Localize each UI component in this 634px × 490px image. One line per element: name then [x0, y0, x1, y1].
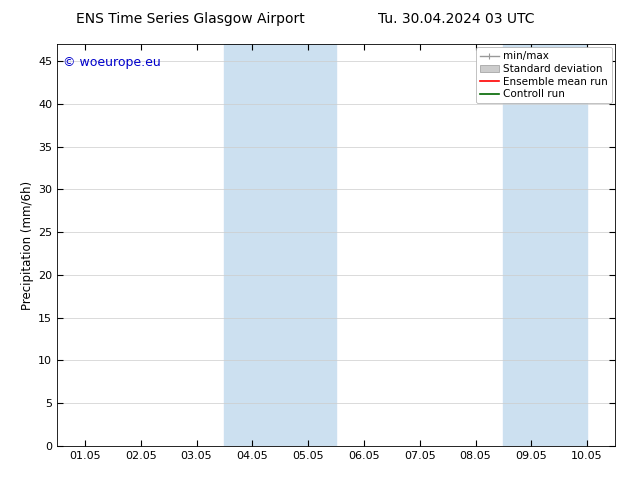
Legend: min/max, Standard deviation, Ensemble mean run, Controll run: min/max, Standard deviation, Ensemble me…: [476, 47, 612, 103]
Bar: [503, 44, 587, 446]
Text: © woeurope.eu: © woeurope.eu: [63, 56, 160, 69]
Text: ENS Time Series Glasgow Airport: ENS Time Series Glasgow Airport: [76, 12, 304, 26]
Text: Tu. 30.04.2024 03 UTC: Tu. 30.04.2024 03 UTC: [378, 12, 534, 26]
Y-axis label: Precipitation (mm/6h): Precipitation (mm/6h): [21, 180, 34, 310]
Bar: [224, 44, 336, 446]
